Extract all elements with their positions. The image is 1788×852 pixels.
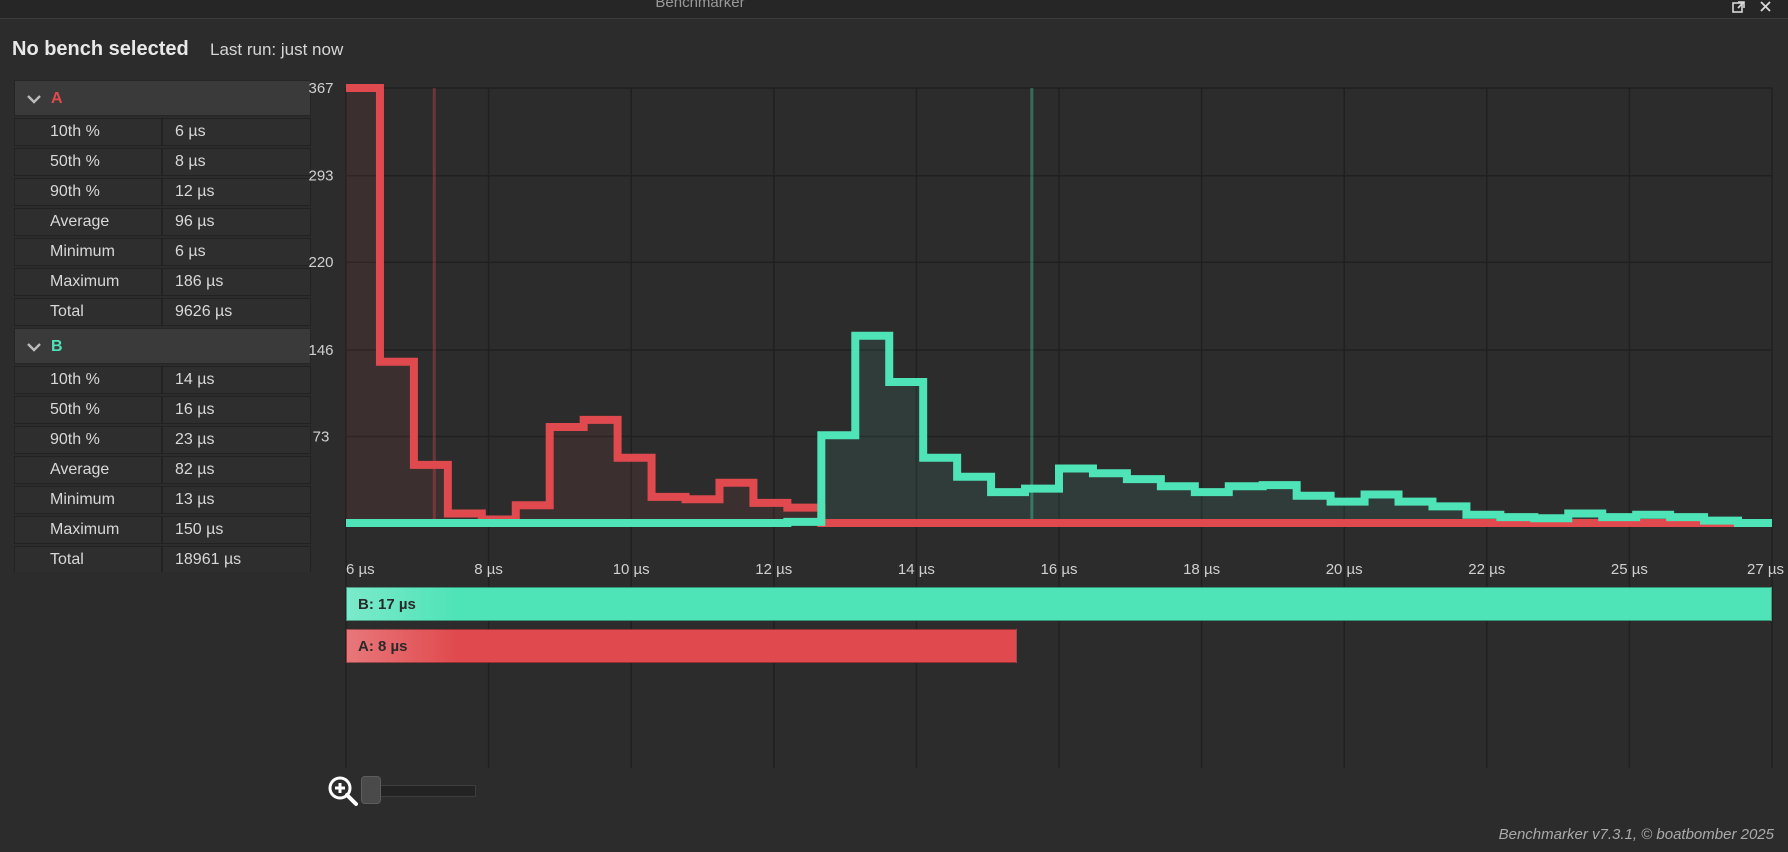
x-tick-label: 10 µs — [613, 561, 650, 578]
stat-value: 6 µs — [175, 243, 206, 260]
stat-value: 82 µs — [175, 461, 215, 478]
stat-label: Average — [15, 457, 163, 483]
x-tick-label: 6 µs — [346, 561, 375, 578]
stat-value: 12 µs — [175, 183, 215, 200]
stat-value: 23 µs — [175, 431, 215, 448]
chevron-down-icon — [26, 341, 42, 359]
summary-bar-b: B: 17 µs — [346, 587, 1772, 621]
group-label: B — [51, 338, 63, 355]
y-tick-label: 293 — [308, 168, 333, 185]
y-tick-label: 146 — [308, 342, 333, 359]
zoom-slider-handle[interactable] — [361, 776, 381, 804]
x-tick-label: 12 µs — [755, 561, 792, 578]
stat-label: Minimum — [15, 239, 163, 265]
stat-row: Maximum 150 µs — [14, 516, 311, 544]
x-tick-label: 14 µs — [898, 561, 935, 578]
stat-row: Minimum 13 µs — [14, 486, 311, 514]
footer-credits: Benchmarker v7.3.1, © boatbomber 2025 — [1498, 826, 1774, 843]
x-tick-label: 20 µs — [1326, 561, 1363, 578]
stat-label: Total — [15, 299, 163, 325]
stat-row: 50th % 16 µs — [14, 396, 311, 424]
stat-label: Maximum — [15, 517, 163, 543]
x-tick-label: 22 µs — [1468, 561, 1505, 578]
stat-value: 18961 µs — [175, 551, 242, 568]
stat-label: Maximum — [15, 269, 163, 295]
summary-bar-label: A: 8 µs — [358, 638, 408, 655]
stat-value: 14 µs — [175, 371, 215, 388]
chevron-down-icon — [26, 93, 42, 111]
group-header-a[interactable]: A — [14, 80, 311, 116]
group-header-b[interactable]: B — [14, 328, 311, 364]
stat-value: 9626 µs — [175, 303, 233, 320]
stat-label: 10th % — [15, 367, 163, 393]
stat-row: 50th % 8 µs — [14, 148, 311, 176]
stat-row: Minimum 6 µs — [14, 238, 311, 266]
stats-panel: A 10th % 6 µs 50th % 8 µs 90th % 12 µs Average 9… — [14, 80, 311, 572]
summary-bar-label: B: 17 µs — [358, 596, 416, 613]
stat-label: 10th % — [15, 119, 163, 145]
stat-row: Average 82 µs — [14, 456, 311, 484]
stat-label: 90th % — [15, 427, 163, 453]
stat-row: Total 9626 µs — [14, 298, 311, 326]
x-tick-label: 25 µs — [1611, 561, 1648, 578]
stat-value: 13 µs — [175, 491, 215, 508]
popout-icon[interactable] — [1731, 0, 1749, 14]
zoom-in-icon[interactable] — [327, 775, 359, 812]
x-tick-label: 16 µs — [1041, 561, 1078, 578]
stat-label: 90th % — [15, 179, 163, 205]
stat-value: 6 µs — [175, 123, 206, 140]
last-run-text: Last run: just now — [210, 40, 344, 59]
stat-value: 150 µs — [175, 521, 224, 538]
stat-label: 50th % — [15, 397, 163, 423]
group-label: A — [51, 90, 63, 107]
y-tick-label: 367 — [308, 80, 333, 97]
stat-value: 8 µs — [175, 153, 206, 170]
window-title: Benchmarker — [655, 0, 745, 11]
stat-row: 90th % 23 µs — [14, 426, 311, 454]
stat-label: Minimum — [15, 487, 163, 513]
stat-row: 10th % 6 µs — [14, 118, 311, 146]
y-tick-label: 73 — [313, 428, 330, 445]
stat-row: 90th % 12 µs — [14, 178, 311, 206]
stat-row: Total 18961 µs — [14, 546, 311, 572]
stat-value: 16 µs — [175, 401, 215, 418]
stat-label: Total — [15, 547, 163, 572]
series-b-line — [346, 331, 1772, 527]
stat-row: 10th % 14 µs — [14, 366, 311, 394]
series-a-line — [346, 84, 1772, 527]
stat-value: 186 µs — [175, 273, 224, 290]
y-tick-label: 220 — [308, 254, 333, 271]
summary-bar-a: A: 8 µs — [346, 629, 1018, 663]
stat-row: Average 96 µs — [14, 208, 311, 236]
stat-label: Average — [15, 209, 163, 235]
title-bar: Benchmarker — [0, 0, 1788, 19]
stat-label: 50th % — [15, 149, 163, 175]
close-icon[interactable] — [1758, 0, 1776, 14]
x-tick-label: 8 µs — [474, 561, 503, 578]
stat-value: 96 µs — [175, 213, 215, 230]
x-tick-label: 27 µs — [1747, 561, 1784, 578]
bench-status: No bench selected — [12, 38, 189, 60]
x-tick-label: 18 µs — [1183, 561, 1220, 578]
stat-row: Maximum 186 µs — [14, 268, 311, 296]
